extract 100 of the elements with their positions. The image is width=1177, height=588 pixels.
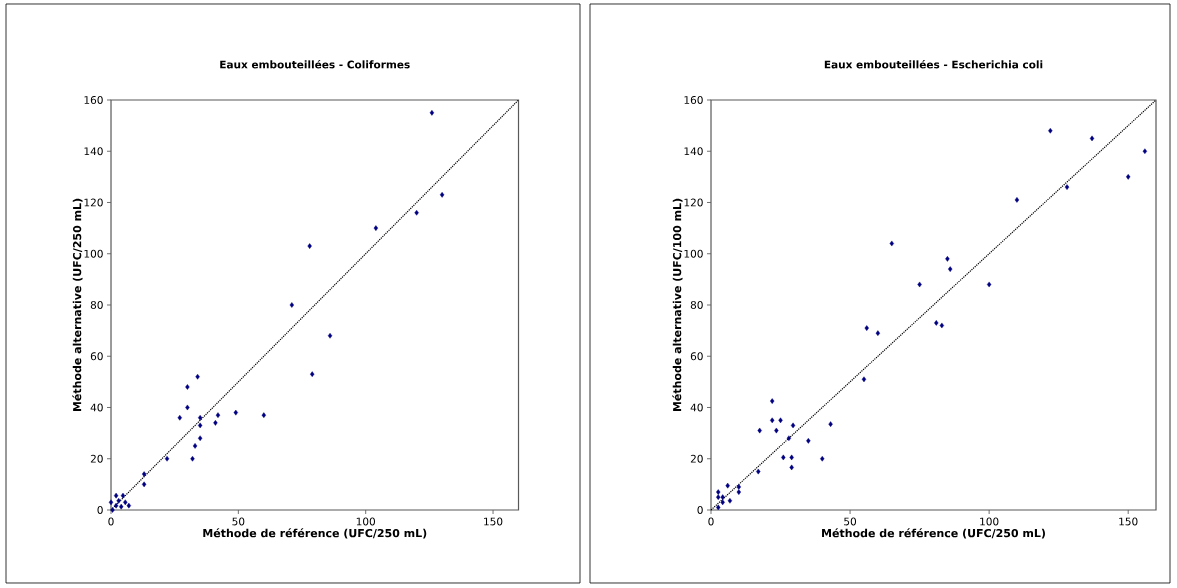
point — [1048, 127, 1053, 134]
point — [185, 404, 190, 411]
point — [828, 421, 833, 427]
point — [948, 266, 953, 272]
point — [736, 484, 741, 490]
point — [113, 492, 119, 499]
y-tick-label: 160 — [684, 96, 703, 104]
point — [716, 489, 721, 495]
y-tick-label: 60 — [90, 352, 103, 361]
y-tick-label: 120 — [684, 198, 703, 207]
y-tick-label: 160 — [84, 96, 103, 104]
point — [945, 256, 950, 262]
point — [1064, 184, 1070, 190]
point — [939, 322, 944, 329]
point — [120, 492, 126, 499]
point — [1126, 174, 1131, 180]
point — [414, 209, 419, 216]
point — [861, 376, 867, 383]
x-tick-label: 150 — [1119, 517, 1138, 526]
x-tick-label: 0 — [708, 517, 714, 526]
point — [789, 464, 794, 471]
point — [113, 502, 119, 509]
point — [310, 371, 315, 377]
y-tick-label: 40 — [690, 403, 703, 412]
y-tick-label: 0 — [97, 506, 103, 514]
chart-title: Eaux embouteillées - Coliformes — [220, 59, 410, 69]
point — [725, 482, 730, 489]
point — [1089, 135, 1095, 142]
x-tick-label: 150 — [484, 517, 503, 526]
y-tick-label: 80 — [690, 301, 703, 309]
point — [213, 420, 218, 426]
point — [195, 373, 200, 380]
point — [770, 417, 775, 424]
y-axis-title: Méthode alternative (UFC/100 mL) — [672, 198, 683, 412]
point — [190, 455, 195, 462]
point — [261, 412, 266, 418]
x-tick-label: 100 — [980, 517, 999, 526]
y-tick-label: 140 — [684, 147, 703, 156]
point — [289, 302, 294, 308]
y-tick-label: 20 — [90, 454, 103, 463]
y-tick-label: 80 — [90, 301, 103, 309]
point — [110, 507, 115, 513]
point — [875, 330, 881, 336]
point — [756, 468, 761, 475]
point — [198, 435, 203, 442]
y-axis-title: Méthode alternative (UFC/250 mL) — [72, 198, 83, 412]
point — [864, 325, 869, 331]
chart-title: Eaux embouteillées - Escherichia coli — [824, 59, 1043, 69]
point — [185, 384, 190, 390]
point — [192, 443, 198, 449]
point — [790, 422, 796, 429]
point — [108, 499, 114, 506]
point — [986, 281, 992, 288]
point — [716, 494, 721, 500]
x-axis-title: Méthode de référence (UFC/250 mL) — [822, 528, 1045, 539]
x-axis-title: Méthode de référence (UFC/250 mL) — [203, 528, 427, 539]
x-tick-label: 0 — [108, 517, 114, 526]
y-tick-label: 120 — [84, 198, 103, 207]
point — [141, 481, 147, 488]
point — [770, 398, 775, 404]
point — [116, 497, 121, 504]
y-tick-label: 140 — [84, 147, 103, 156]
y-tick-label: 60 — [690, 352, 703, 361]
point — [736, 489, 741, 495]
point — [820, 455, 825, 462]
point — [720, 499, 725, 506]
point — [774, 427, 779, 434]
point — [917, 281, 922, 288]
point — [307, 243, 312, 249]
point — [198, 414, 203, 421]
y-tick-label: 100 — [84, 249, 103, 258]
point — [720, 494, 725, 500]
y-tick-label: 40 — [90, 403, 103, 412]
point — [429, 110, 435, 116]
point — [806, 438, 811, 444]
point — [177, 414, 182, 421]
point — [439, 192, 445, 198]
point — [778, 417, 783, 424]
y-tick-label: 100 — [684, 249, 703, 258]
point — [119, 503, 124, 510]
point — [1014, 197, 1020, 203]
point — [716, 504, 721, 511]
y-tick-label: 0 — [697, 506, 703, 514]
point — [889, 240, 894, 247]
point — [1142, 148, 1148, 155]
point — [757, 427, 762, 434]
point — [215, 412, 221, 418]
x-tick-label: 50 — [844, 517, 857, 526]
point — [789, 454, 794, 461]
point — [934, 320, 939, 326]
point — [373, 225, 379, 231]
point — [327, 332, 333, 339]
point — [233, 409, 238, 416]
point — [786, 435, 792, 442]
point — [727, 497, 733, 504]
point — [198, 422, 203, 429]
y-tick-label: 20 — [690, 454, 703, 463]
x-tick-label: 50 — [232, 517, 245, 526]
point — [781, 454, 786, 461]
point — [141, 471, 147, 477]
